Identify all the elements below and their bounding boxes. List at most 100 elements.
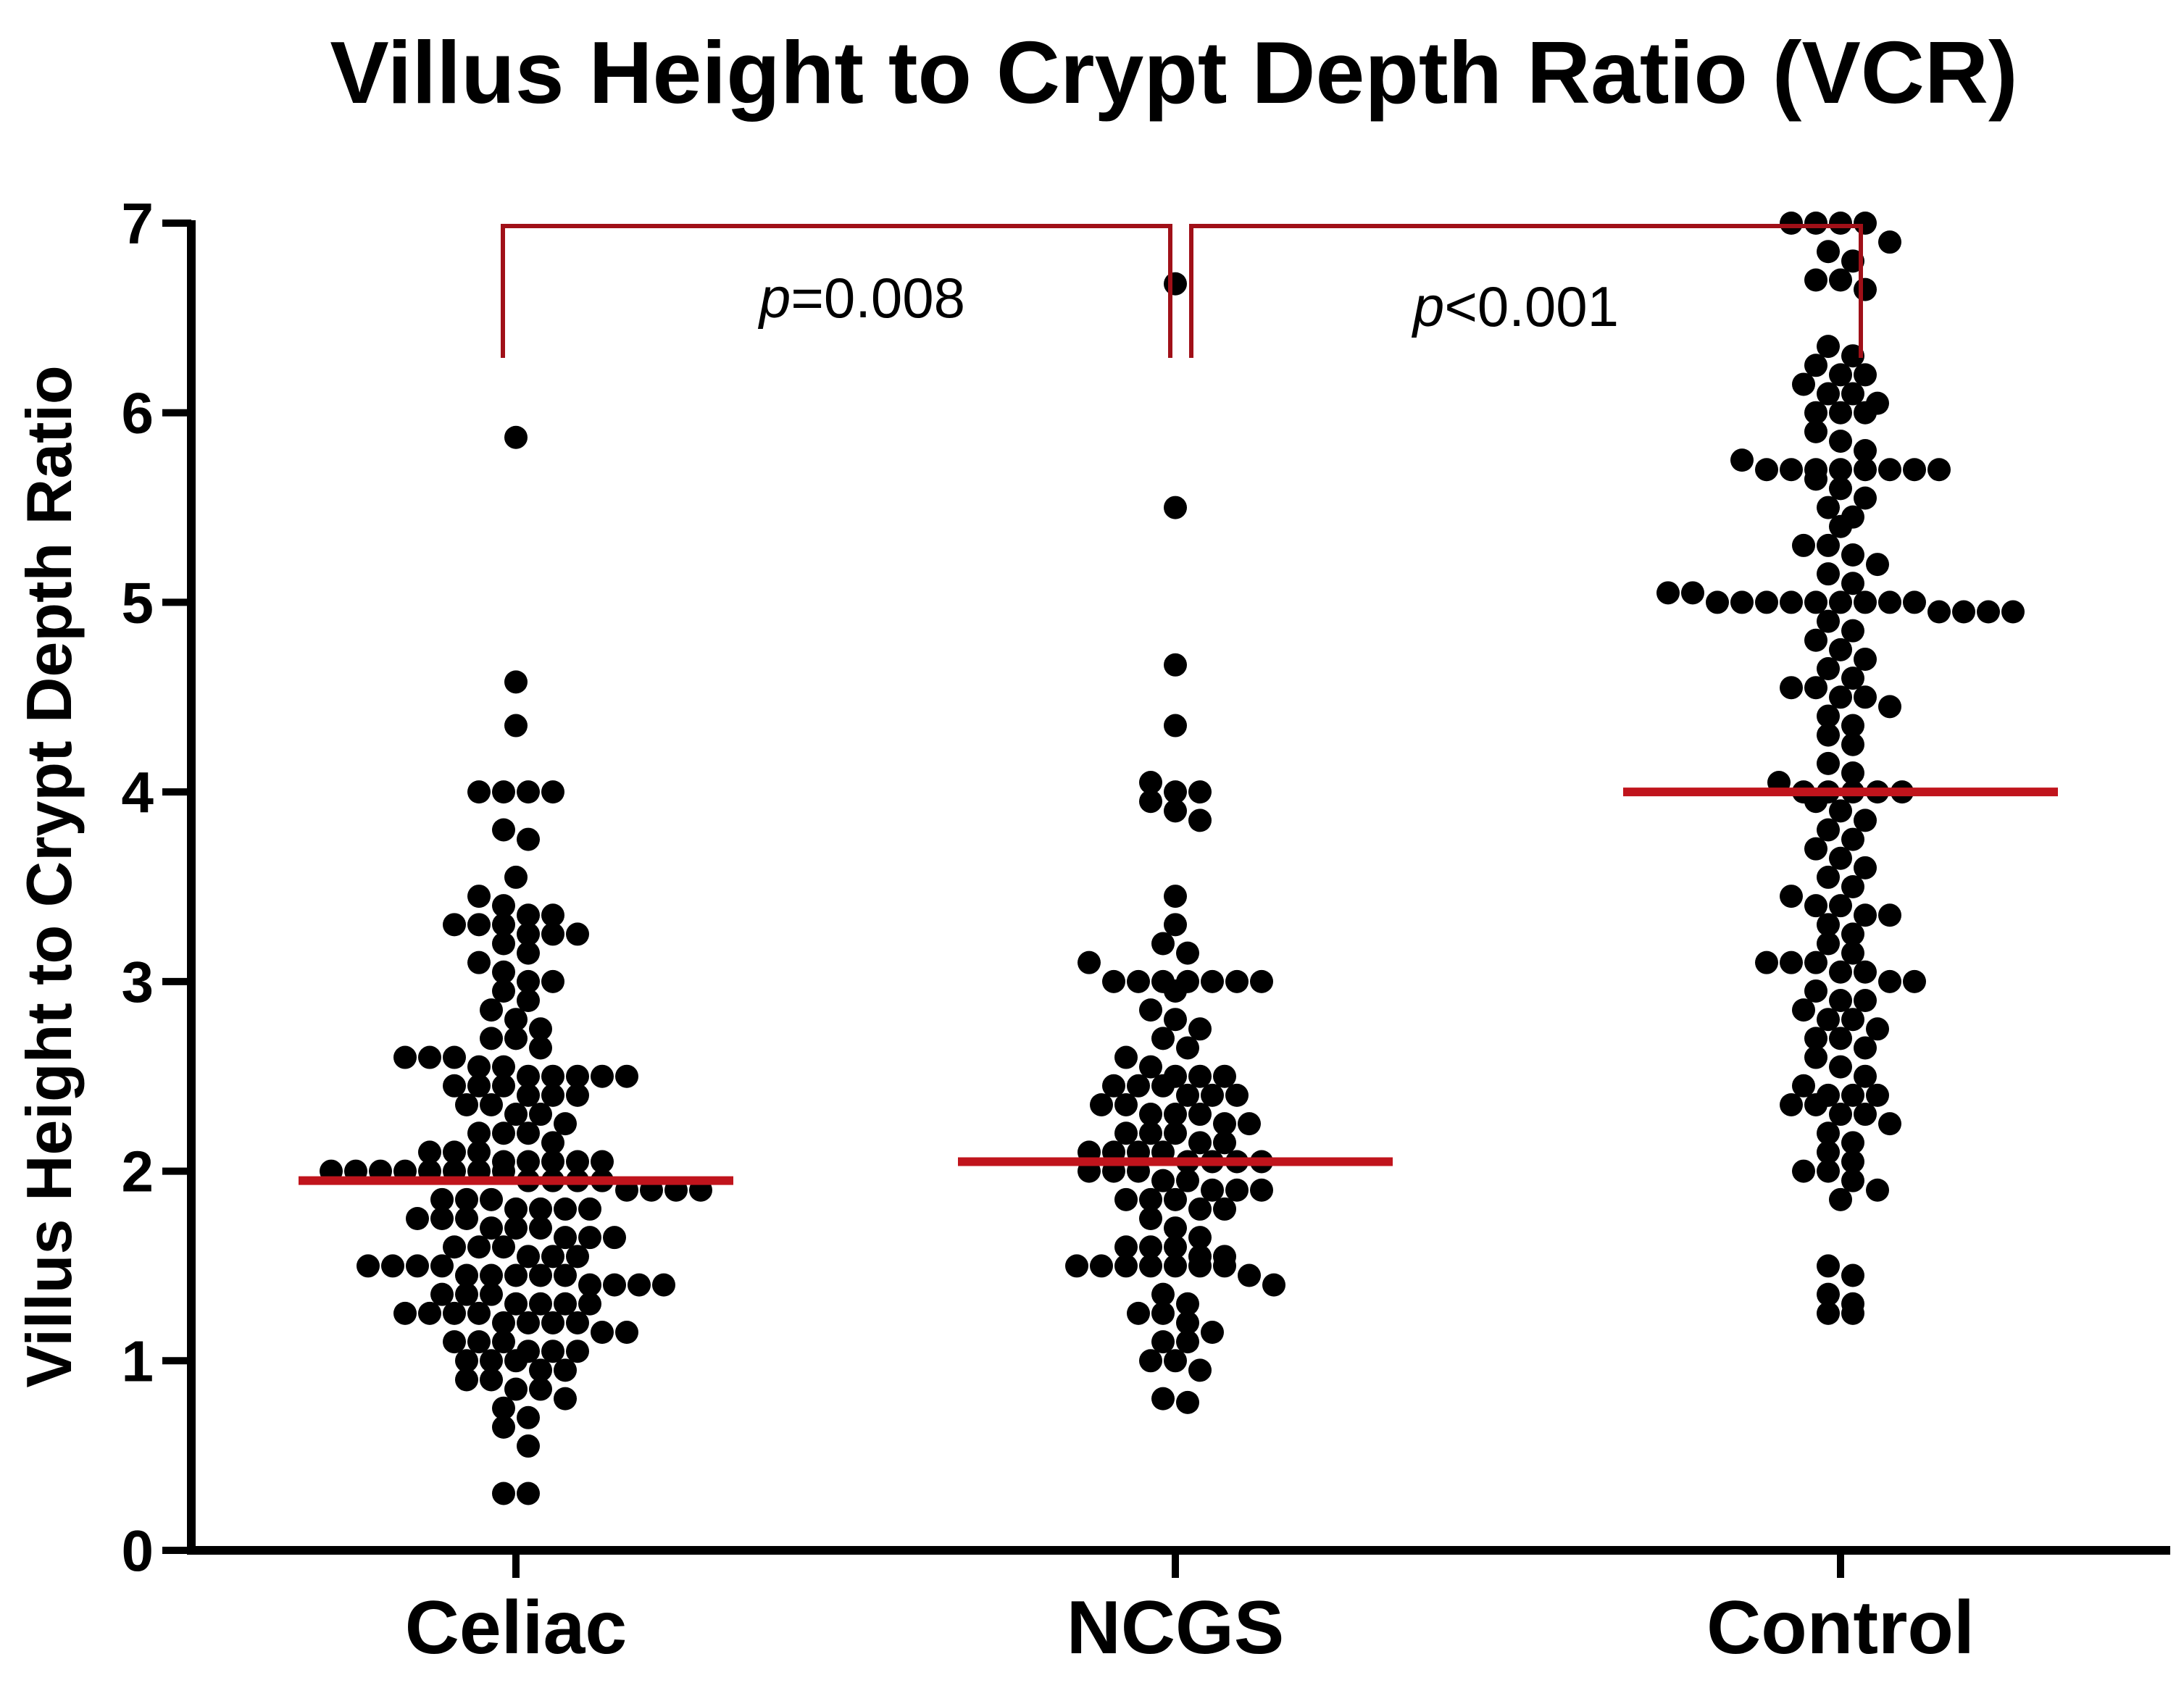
- point-celiac-101: [492, 1235, 515, 1259]
- point-ncgs-77: [1164, 1235, 1187, 1259]
- point-celiac-90: [406, 1207, 429, 1230]
- point-celiac-155: [492, 1482, 515, 1505]
- point-celiac-10: [467, 885, 491, 908]
- point-celiac-15: [467, 913, 491, 937]
- point-ncgs-1: [1164, 496, 1187, 519]
- point-ncgs-44: [1213, 1112, 1236, 1136]
- point-celiac-44: [443, 1074, 466, 1098]
- point-ncgs-35: [1151, 1074, 1175, 1098]
- point-control-16: [1817, 382, 1840, 406]
- point-control-9: [1854, 277, 1877, 301]
- point-celiac-149: [529, 1377, 552, 1401]
- point-control-75: [1817, 723, 1840, 747]
- point-celiac-56: [492, 1121, 515, 1145]
- point-celiac-141: [455, 1349, 478, 1373]
- point-ncgs-62: [1151, 1169, 1175, 1192]
- point-ncgs-19: [1201, 969, 1224, 993]
- point-ncgs-75: [1114, 1235, 1138, 1259]
- point-ncgs-20: [1225, 969, 1249, 993]
- point-control-45: [1841, 572, 1864, 596]
- point-control-101: [1841, 922, 1864, 946]
- point-control-62: [1841, 619, 1864, 643]
- point-ncgs-24: [1164, 1008, 1187, 1032]
- p-value-celiac-ncgs: p=0.008: [758, 266, 965, 330]
- point-ncgs-25: [1188, 1017, 1212, 1041]
- point-ncgs-66: [1250, 1178, 1273, 1202]
- point-celiac-25: [541, 969, 564, 993]
- point-celiac-97: [578, 1226, 601, 1250]
- point-celiac-18: [541, 922, 564, 946]
- point-celiac-43: [615, 1064, 638, 1088]
- point-ncgs-89: [1151, 1282, 1175, 1306]
- point-control-140: [1866, 1178, 1889, 1202]
- point-control-94: [1841, 875, 1864, 898]
- point-celiac-33: [529, 1036, 552, 1060]
- point-celiac-142: [480, 1349, 503, 1373]
- point-control-130: [1829, 1103, 1852, 1127]
- point-control-117: [1866, 1017, 1889, 1041]
- point-control-142: [1817, 1254, 1840, 1278]
- point-celiac-110: [480, 1263, 503, 1287]
- point-control-120: [1854, 1036, 1877, 1060]
- point-celiac-152: [517, 1405, 540, 1429]
- point-ncgs-87: [1238, 1263, 1261, 1287]
- point-celiac-151: [492, 1396, 515, 1420]
- x-tick-label-control: Control: [1706, 1586, 1975, 1670]
- point-celiac-154: [517, 1434, 540, 1458]
- point-control-48: [1706, 590, 1729, 614]
- point-control-108: [1854, 960, 1877, 984]
- point-celiac-147: [480, 1368, 503, 1392]
- point-celiac-126: [418, 1301, 441, 1325]
- point-celiac-91: [430, 1207, 454, 1230]
- point-control-96: [1804, 894, 1827, 918]
- point-control-27: [1780, 458, 1803, 482]
- point-celiac-113: [554, 1263, 577, 1287]
- point-celiac-32: [504, 1027, 528, 1050]
- point-control-51: [1780, 590, 1803, 614]
- point-celiac-153: [492, 1415, 515, 1439]
- point-ncgs-99: [1188, 1358, 1212, 1382]
- point-control-127: [1866, 1083, 1889, 1107]
- point-celiac-145: [554, 1358, 577, 1382]
- point-control-23: [1829, 429, 1852, 453]
- point-control-49: [1730, 590, 1754, 614]
- point-control-58: [1952, 600, 1975, 624]
- point-celiac-35: [418, 1045, 441, 1069]
- point-celiac-38: [492, 1055, 515, 1079]
- point-control-57: [1927, 600, 1951, 624]
- point-control-54: [1854, 590, 1877, 614]
- point-celiac-3: [467, 780, 491, 804]
- point-celiac-2: [504, 714, 528, 738]
- point-celiac-89: [578, 1197, 601, 1221]
- point-celiac-117: [652, 1273, 675, 1297]
- point-ncgs-70: [1188, 1197, 1212, 1221]
- point-control-67: [1841, 667, 1864, 690]
- point-celiac-26: [492, 979, 515, 1003]
- point-ncgs-71: [1213, 1197, 1236, 1221]
- point-control-106: [1804, 950, 1827, 974]
- point-ncgs-93: [1176, 1311, 1199, 1334]
- point-control-61: [1817, 609, 1840, 633]
- point-celiac-105: [357, 1254, 380, 1278]
- point-celiac-34: [393, 1045, 417, 1069]
- point-control-107: [1829, 960, 1852, 984]
- point-control-5: [1817, 240, 1840, 264]
- point-control-60: [2001, 600, 2025, 624]
- point-celiac-20: [492, 932, 515, 956]
- point-control-86: [1829, 799, 1852, 823]
- point-ncgs-67: [1114, 1187, 1138, 1211]
- point-ncgs-76: [1139, 1235, 1162, 1259]
- point-celiac-107: [406, 1254, 429, 1278]
- point-ncgs-50: [1213, 1131, 1236, 1155]
- point-celiac-129: [492, 1311, 515, 1334]
- point-celiac-37: [467, 1055, 491, 1079]
- point-control-109: [1878, 969, 1901, 993]
- y-axis-label: Villus Height to Crypt Depth Ratio: [13, 365, 85, 1387]
- point-control-35: [1829, 477, 1852, 501]
- point-control-116: [1841, 1008, 1864, 1032]
- point-ncgs-12: [1151, 932, 1175, 956]
- point-ncgs-43: [1188, 1103, 1212, 1127]
- point-celiac-118: [430, 1282, 454, 1306]
- point-control-137: [1792, 1159, 1815, 1183]
- point-celiac-63: [517, 1150, 540, 1174]
